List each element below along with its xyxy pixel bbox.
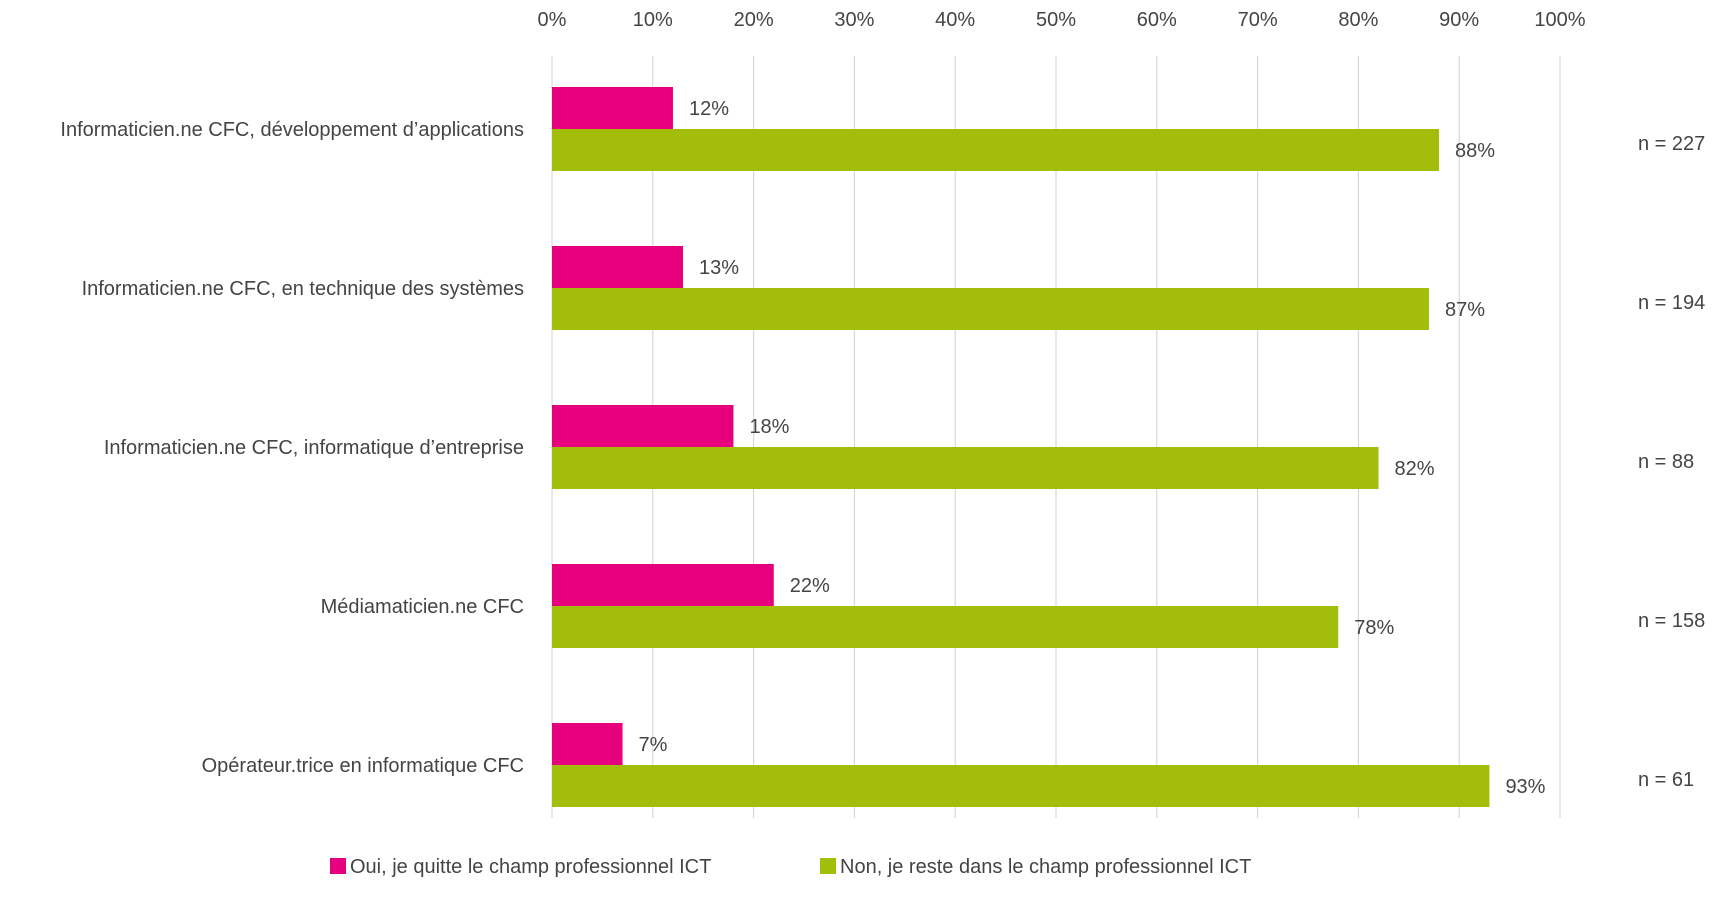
x-tick-label: 30%: [834, 9, 874, 31]
data-label: 87%: [1445, 299, 1485, 321]
category-label: Opérateur.trice en informatique CFC: [202, 755, 524, 777]
legend-swatch: [820, 858, 836, 874]
x-tick-label: 0%: [538, 9, 567, 31]
category-label: Informaticien.ne CFC, en technique des s…: [82, 278, 524, 300]
bar-non-2: [552, 447, 1379, 489]
data-label: 82%: [1395, 458, 1435, 480]
category-labels: Informaticien.ne CFC, développement d’ap…: [60, 119, 524, 777]
n-label: n = 158: [1638, 610, 1705, 632]
gridlines: [551, 56, 1561, 818]
bar-oui-3: [552, 564, 774, 606]
n-label: n = 227: [1638, 133, 1705, 155]
bar-non-1: [552, 288, 1429, 330]
x-tick-label: 60%: [1137, 9, 1177, 31]
bar-oui-2: [552, 405, 734, 447]
legend-swatch: [330, 858, 346, 874]
data-label: 22%: [790, 575, 830, 597]
bar-non-0: [552, 129, 1440, 171]
data-label: 18%: [749, 416, 789, 438]
n-label: n = 88: [1638, 451, 1694, 473]
bar-oui-4: [552, 723, 623, 765]
bars: 12% 88% 13% 87% 18% 82% 22% 78% 7% 93%: [552, 87, 1546, 807]
bar-non-3: [552, 606, 1339, 648]
x-tick-label: 70%: [1238, 9, 1278, 31]
x-tick-label: 50%: [1036, 9, 1076, 31]
x-tick-label: 80%: [1338, 9, 1378, 31]
x-tick-label: 90%: [1439, 9, 1479, 31]
data-label: 12%: [689, 98, 729, 120]
x-tick-label: 20%: [734, 9, 774, 31]
bar-oui-0: [552, 87, 673, 129]
n-label: n = 61: [1638, 769, 1694, 791]
data-label: 13%: [699, 257, 739, 279]
data-label: 93%: [1505, 776, 1545, 798]
x-tick-label: 10%: [633, 9, 673, 31]
legend-label: Non, je reste dans le champ professionne…: [840, 856, 1251, 878]
data-label: 7%: [639, 734, 668, 756]
data-label: 78%: [1354, 617, 1394, 639]
x-tick-label: 100%: [1534, 9, 1585, 31]
n-label: n = 194: [1638, 292, 1705, 314]
x-axis-ticks: 0% 10% 20% 30% 40% 50% 60% 70% 80% 90% 100%: [538, 9, 1586, 31]
legend: Oui, je quitte le champ professionnel IC…: [330, 856, 1251, 878]
bar-oui-1: [552, 246, 684, 288]
category-label: Médiamaticien.ne CFC: [321, 596, 524, 618]
legend-label: Oui, je quitte le champ professionnel IC…: [350, 856, 711, 878]
category-label: Informaticien.ne CFC, informatique d’ent…: [104, 437, 524, 459]
x-tick-label: 40%: [935, 9, 975, 31]
bar-non-4: [552, 765, 1490, 807]
sample-size-labels: n = 227 n = 194 n = 88 n = 158 n = 61: [1638, 133, 1705, 791]
category-label: Informaticien.ne CFC, développement d’ap…: [60, 119, 524, 141]
data-label: 88%: [1455, 140, 1495, 162]
